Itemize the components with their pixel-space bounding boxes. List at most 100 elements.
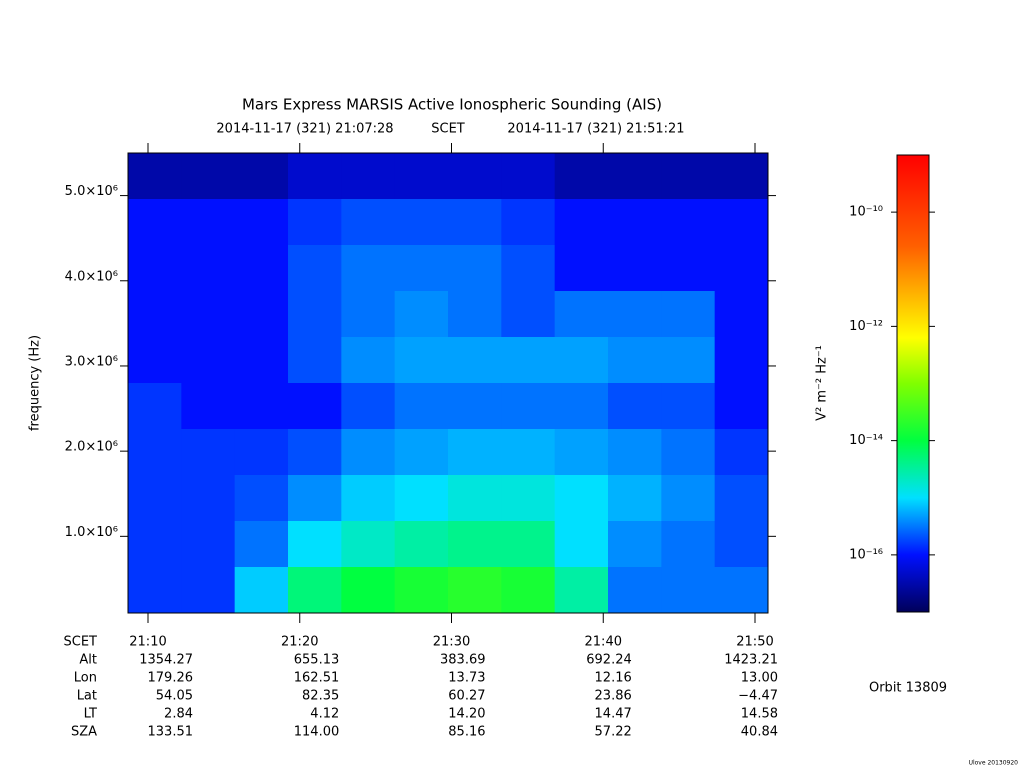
spectrogram-cell bbox=[341, 291, 396, 338]
spectrogram-cell bbox=[554, 337, 609, 384]
ephemeris-row-label: Lat bbox=[77, 689, 97, 704]
ephemeris-value: 82.35 bbox=[302, 689, 339, 704]
spectrogram-cell bbox=[714, 245, 769, 292]
spectrogram-cell bbox=[234, 199, 289, 246]
spectrogram-cell bbox=[554, 153, 609, 200]
spectrogram-cell bbox=[394, 337, 449, 384]
y-axis-label: frequency (Hz) bbox=[28, 335, 43, 431]
spectrogram-cell bbox=[554, 521, 609, 568]
ephemeris-value: 12.16 bbox=[595, 671, 632, 686]
spectrogram-cell bbox=[288, 475, 342, 522]
spectrogram-cell bbox=[128, 567, 182, 614]
spectrogram-cell bbox=[608, 153, 662, 200]
spectrogram-cell bbox=[448, 475, 502, 522]
spectrogram-cell bbox=[448, 337, 502, 384]
spectrogram-cell bbox=[448, 153, 502, 200]
spectrogram-cell bbox=[608, 337, 662, 384]
ephemeris-row-label: SCET bbox=[64, 635, 98, 650]
spectrogram-cell bbox=[181, 153, 236, 200]
spectrogram-cell bbox=[341, 383, 396, 430]
spectrogram-cell bbox=[234, 521, 289, 568]
spectrogram-cell bbox=[288, 199, 342, 246]
spectrogram-cell bbox=[341, 153, 396, 200]
spectrogram-cell bbox=[288, 245, 342, 292]
spectrogram-cell bbox=[608, 291, 662, 338]
spectrogram-cell bbox=[181, 383, 236, 430]
spectrogram-cell bbox=[394, 291, 449, 338]
spectrogram-cell bbox=[288, 521, 342, 568]
ephemeris-value: 179.26 bbox=[148, 671, 194, 686]
spectrogram-cell bbox=[234, 337, 289, 384]
spectrogram-cell bbox=[608, 429, 662, 476]
spectrogram-cell bbox=[714, 429, 769, 476]
orbit-label: Orbit 13809 bbox=[869, 681, 947, 696]
ephemeris-value: 383.69 bbox=[440, 653, 486, 668]
colorbar-label: V² m⁻² Hz⁻¹ bbox=[815, 345, 830, 421]
ephemeris-value: 13.73 bbox=[448, 671, 485, 686]
ephemeris-row-label: Alt bbox=[79, 653, 97, 668]
time-label: 21:30 bbox=[433, 635, 470, 650]
spectrogram-cell bbox=[448, 199, 502, 246]
spectrogram-cell bbox=[448, 521, 502, 568]
spectrogram-cell bbox=[554, 429, 609, 476]
spectrogram-cell bbox=[501, 521, 556, 568]
spectrogram-cell bbox=[714, 383, 769, 430]
ephemeris-value: −4.47 bbox=[738, 689, 778, 704]
y-tick-label: 4.0×10⁶ bbox=[65, 269, 118, 284]
spectrogram-cell bbox=[661, 475, 716, 522]
spectrogram-cell bbox=[501, 337, 556, 384]
spectrogram-cell bbox=[394, 429, 449, 476]
spectrogram-cell bbox=[714, 337, 769, 384]
spectrogram-cell bbox=[661, 567, 716, 614]
spectrogram-cell bbox=[608, 383, 662, 430]
spectrogram-cell bbox=[181, 429, 236, 476]
colorbar bbox=[896, 154, 930, 613]
ephemeris-value: 85.16 bbox=[448, 725, 485, 740]
spectrogram-cell bbox=[661, 291, 716, 338]
spectrogram-cell bbox=[341, 199, 396, 246]
spectrogram-cell bbox=[394, 475, 449, 522]
time-label: 21:40 bbox=[585, 635, 622, 650]
spectrogram-cell bbox=[234, 383, 289, 430]
ephemeris-value: 23.86 bbox=[595, 689, 632, 704]
spectrogram-cell bbox=[661, 245, 716, 292]
spectrogram-cell bbox=[288, 153, 342, 200]
spectrogram-cell bbox=[501, 383, 556, 430]
spectrogram-cell bbox=[554, 567, 609, 614]
ephemeris-value: 14.20 bbox=[448, 707, 485, 722]
spectrogram-cell bbox=[501, 291, 556, 338]
ephemeris-value: 114.00 bbox=[294, 725, 340, 740]
spectrogram-cell bbox=[501, 245, 556, 292]
spectrogram-cell bbox=[128, 383, 182, 430]
ephemeris-row-label: Lon bbox=[74, 671, 97, 686]
ephemeris-value: 13.00 bbox=[741, 671, 778, 686]
spectrogram-cell bbox=[181, 475, 236, 522]
spectrogram-cell bbox=[234, 245, 289, 292]
spectrogram-cell bbox=[554, 475, 609, 522]
colorbar-tick-label: 10⁻¹² bbox=[849, 319, 883, 334]
spectrogram-cell bbox=[714, 291, 769, 338]
spectrogram-cell bbox=[554, 291, 609, 338]
spectrogram-cell bbox=[714, 475, 769, 522]
spectrogram-cell bbox=[608, 245, 662, 292]
spectrogram-cell bbox=[714, 199, 769, 246]
ephemeris-value: 14.58 bbox=[741, 707, 778, 722]
spectrogram-cell bbox=[341, 429, 396, 476]
spectrogram-cell bbox=[714, 153, 769, 200]
ephemeris-row-label: LT bbox=[84, 707, 97, 722]
ephemeris-value: 40.84 bbox=[741, 725, 778, 740]
spectrogram-cell bbox=[448, 383, 502, 430]
ephemeris-value: 57.22 bbox=[595, 725, 632, 740]
spectrogram-cell bbox=[128, 521, 182, 568]
spectrogram-cell bbox=[554, 245, 609, 292]
ephemeris-value: 60.27 bbox=[448, 689, 485, 704]
spectrogram-cell bbox=[181, 245, 236, 292]
spectrogram-cell bbox=[501, 153, 556, 200]
time-label: 21:20 bbox=[281, 635, 318, 650]
ephemeris-value: 54.05 bbox=[156, 689, 193, 704]
spectrogram-cell bbox=[234, 567, 289, 614]
colorbar-tick-label: 10⁻¹⁰ bbox=[849, 205, 883, 220]
spectrogram-cell bbox=[661, 521, 716, 568]
plot-frame bbox=[127, 152, 769, 614]
start-time: 2014-11-17 (321) 21:07:28 bbox=[216, 122, 393, 137]
